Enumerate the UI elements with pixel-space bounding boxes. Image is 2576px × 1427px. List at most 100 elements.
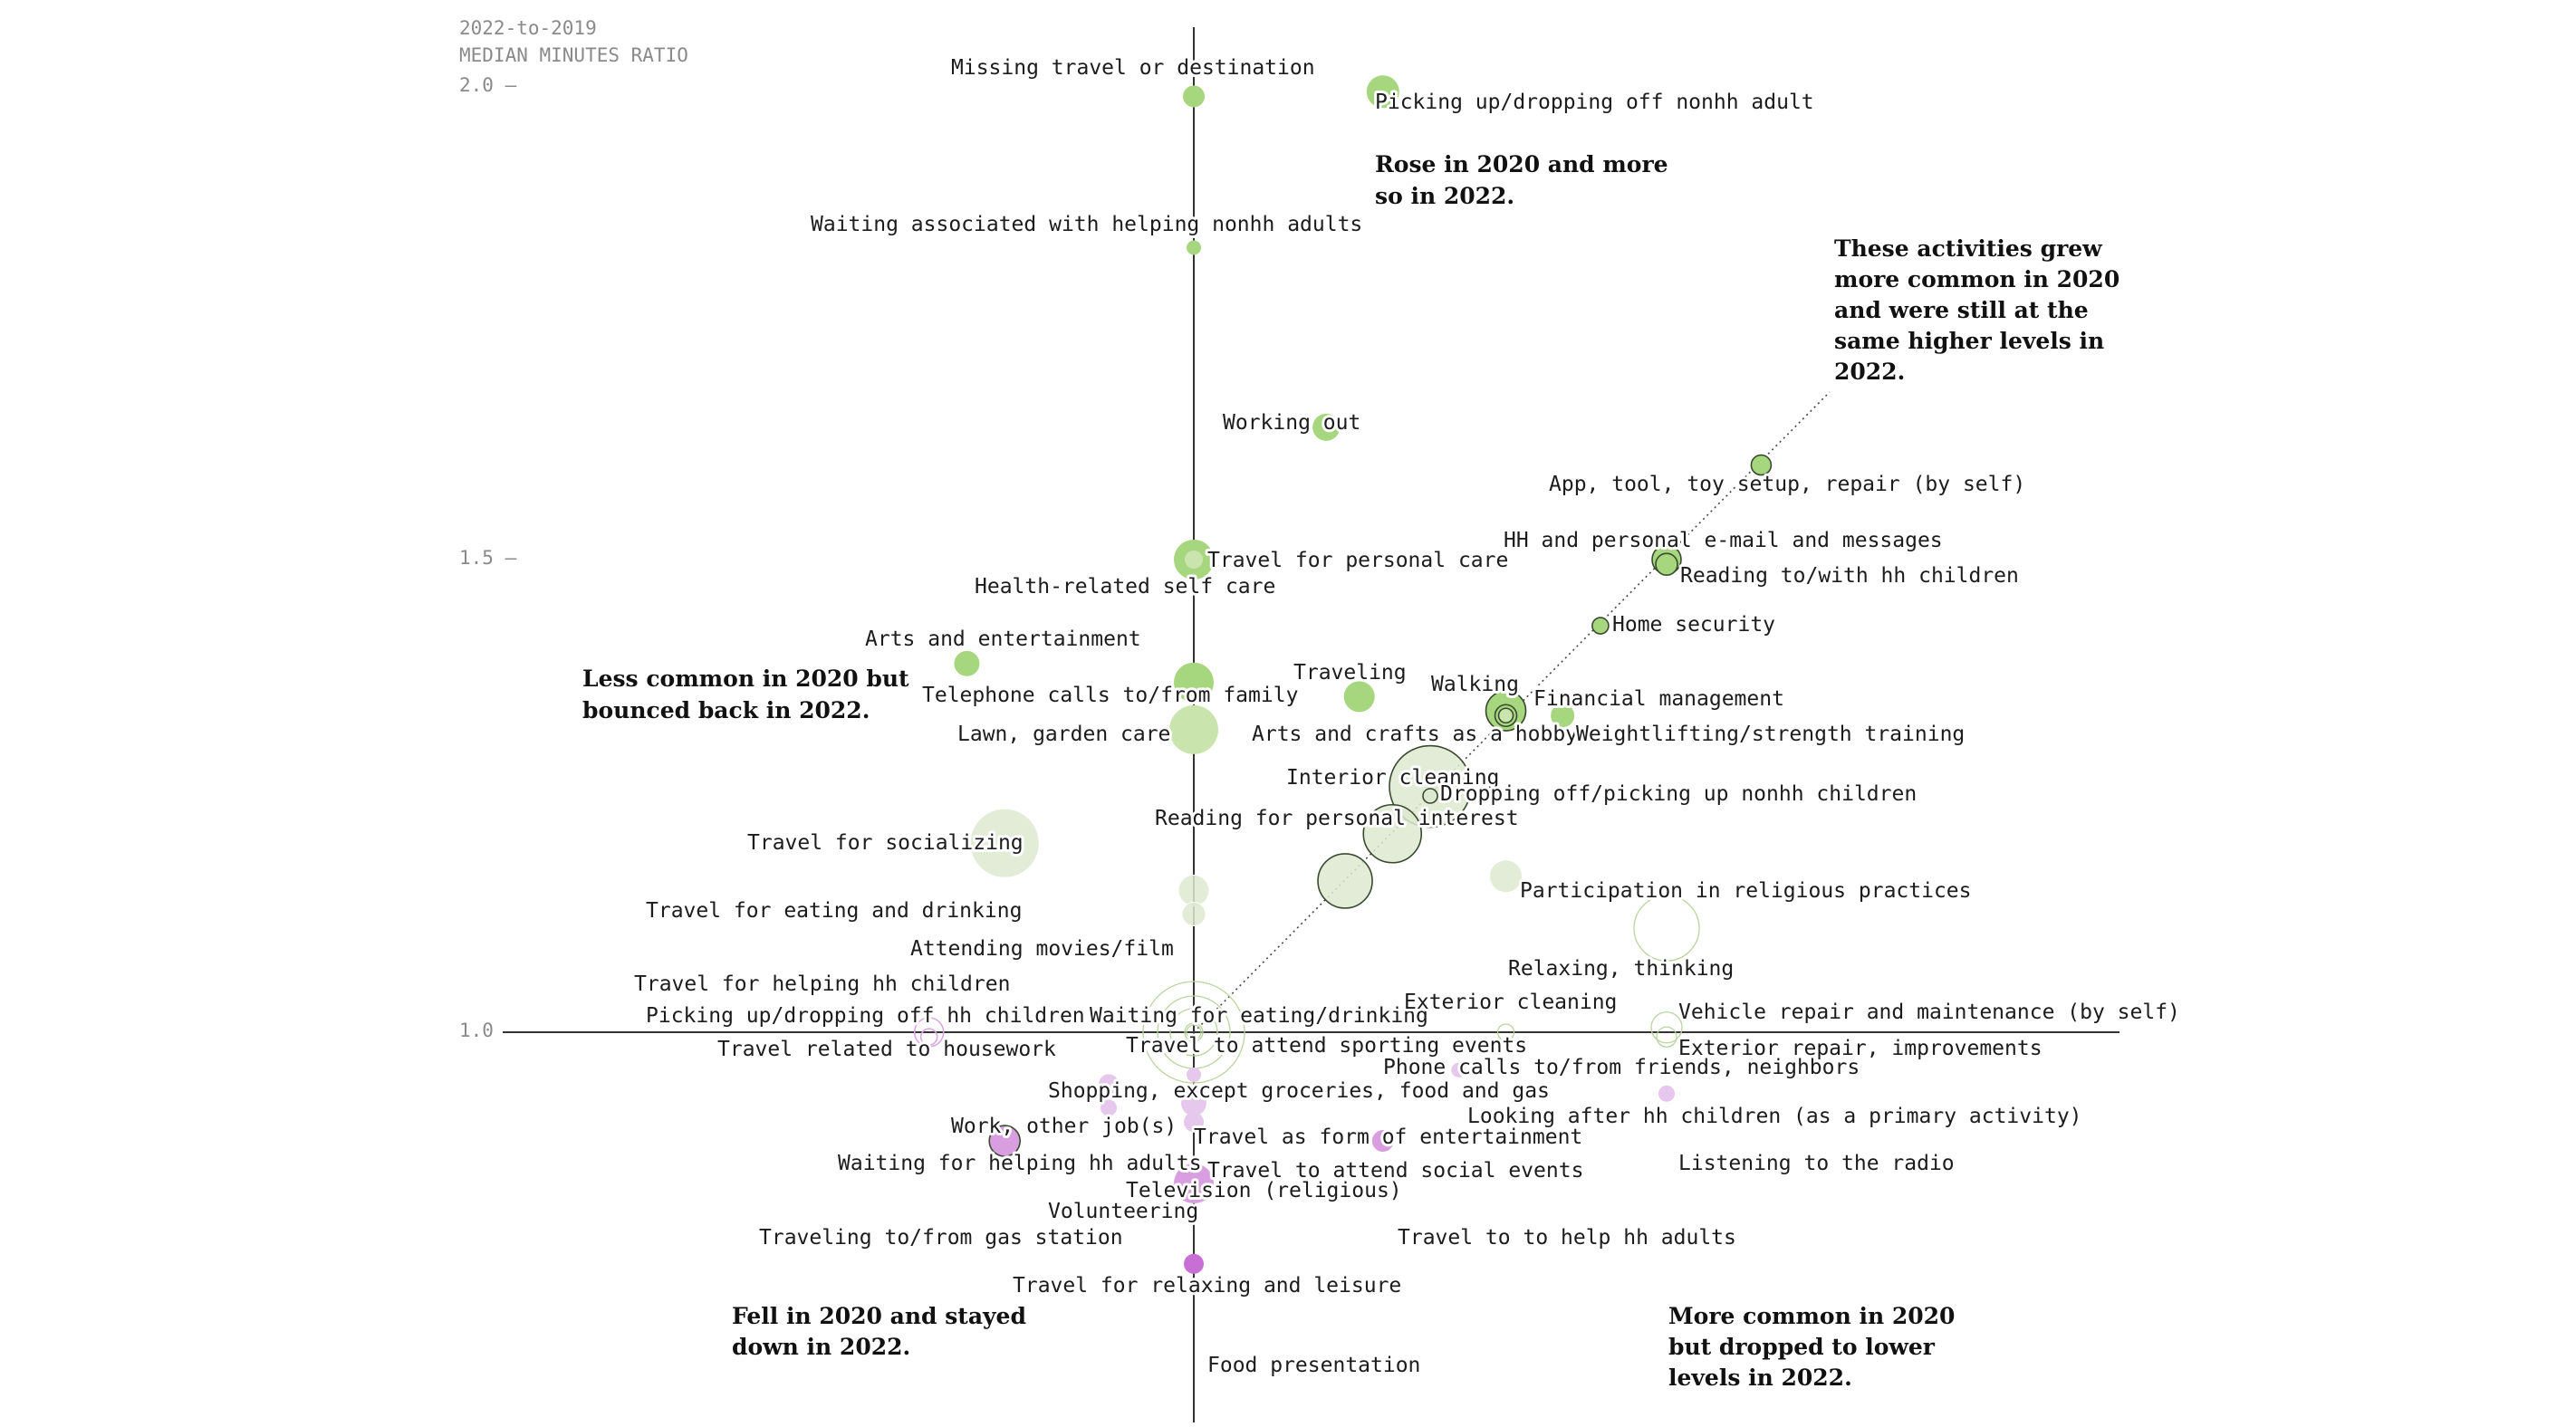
label-hh-email: HH and personal e-mail and messages	[1504, 529, 1943, 552]
y-axis-title-line2: MEDIAN MINUTES RATIO	[459, 44, 688, 66]
label-dropping-off-nonhh-children: Dropping off/picking up nonhh children	[1440, 782, 1917, 806]
label-traveling-gas-station: Traveling to/from gas station	[759, 1226, 1123, 1250]
annotation-rose-line1: Rose in 2020 and more	[1375, 151, 1668, 177]
bubble-44	[988, 1125, 1021, 1157]
label-arts-crafts: Arts and crafts as a hobby	[1252, 723, 1578, 746]
bubble-37	[1099, 1074, 1120, 1095]
annotation-bounced-line1: Less common in 2020 but	[582, 666, 909, 692]
bubble-15	[1551, 704, 1575, 728]
bubble-35	[1169, 1008, 1218, 1057]
y-tick-label-1-0: 1.0	[459, 1020, 494, 1041]
label-weightlifting: Weightlifting/strength training	[1576, 723, 1965, 746]
annotation-dropped-line2: but dropped to lower	[1668, 1334, 1936, 1360]
label-travel-socializing: Travel for socializing	[747, 831, 1024, 855]
label-health-self-care: Health-related self care	[975, 575, 1275, 599]
annotation-dropped-line3: levels in 2022.	[1668, 1365, 1852, 1391]
label-looking-after-hh-children: Looking after hh children (as a primary …	[1467, 1105, 2082, 1128]
label-travel-helping-hh-children: Travel for helping hh children	[634, 972, 1010, 996]
bubble-4	[1750, 454, 1773, 476]
bubble-41	[1101, 1099, 1118, 1116]
annotation-grew-line1: These activities grew	[1834, 235, 2103, 262]
point-labels-layer: Missing travel or destination Picking up…	[631, 53, 2183, 1380]
label-listening-radio: Listening to the radio	[1678, 1152, 1955, 1175]
annotation-grew-line4: same higher levels in	[1834, 328, 2104, 354]
bubble-6	[1655, 552, 1678, 577]
label-attending-movies: Attending movies/film	[910, 937, 1174, 961]
label-food-presentation: Food presentation	[1207, 1354, 1420, 1377]
bubble-43	[1184, 1112, 1204, 1133]
label-reading-to-hh-children: Reading to/with hh children	[1680, 564, 2019, 588]
bubble-42	[1181, 1090, 1206, 1116]
bubble-40	[1658, 1085, 1675, 1102]
label-telephone-family: Telephone calls to/from family	[922, 684, 1298, 707]
annotation-grew-line3: and were still at the	[1834, 297, 2089, 323]
label-travel-entertainment: Travel as form of entertainment	[1194, 1125, 1582, 1149]
bubble-45	[1371, 1130, 1394, 1153]
bubble-33	[1186, 1024, 1202, 1040]
label-phone-friends: Phone calls to/from friends, neighbors	[1383, 1056, 1860, 1079]
bubble-19	[1422, 788, 1438, 804]
bubble-27	[913, 1017, 945, 1048]
label-app-tool-toy: App, tool, toy setup, repair (by self)	[1549, 473, 2025, 496]
bubble-25	[1317, 853, 1373, 909]
bubble-0	[1183, 85, 1205, 108]
label-financial-management: Financial management	[1533, 687, 1784, 711]
label-waiting-helping-hh-adults: Waiting for helping hh adults	[838, 1152, 1202, 1175]
bubble-18	[1389, 744, 1472, 828]
bubble-30	[1496, 1023, 1515, 1041]
label-arts-entertainment: Arts and entertainment	[865, 627, 1141, 651]
label-travel-social-events: Travel to attend social events	[1207, 1159, 1583, 1183]
annotations-layer: Rose in 2020 and more so in 2022. These …	[582, 151, 2119, 1391]
annotation-fell-line2: down in 2022.	[732, 1334, 910, 1360]
bubble-3	[1312, 413, 1341, 441]
y-axis-title-line1: 2022-to-2019	[459, 17, 597, 39]
bubble-22	[1489, 859, 1523, 894]
bubble-26	[1633, 895, 1700, 962]
label-missing-travel: Missing travel or destination	[951, 56, 1315, 80]
label-waiting-eating-drinking: Waiting for eating/drinking	[1090, 1004, 1428, 1028]
label-traveling: Traveling	[1293, 661, 1407, 685]
bubble-28	[919, 1028, 938, 1047]
annotation-dropped-line1: More common in 2020	[1668, 1303, 1955, 1329]
label-travel-sporting-events: Travel to attend sporting events	[1126, 1034, 1527, 1058]
bubble-1	[1366, 75, 1399, 109]
bubbles-layer	[913, 75, 1773, 1274]
label-work-other-jobs: Work, other job(s)	[951, 1115, 1177, 1138]
label-home-security: Home security	[1612, 613, 1775, 637]
bubble-36	[1142, 981, 1245, 1084]
annotation-bounced-line2: bounced back in 2022.	[582, 697, 870, 723]
bubble-32	[1656, 1026, 1677, 1048]
bubble-29	[1184, 1022, 1204, 1042]
bubble-11	[1174, 662, 1214, 703]
bubble-16	[1497, 707, 1514, 724]
label-travel-personal-care: Travel for personal care	[1207, 549, 1508, 572]
label-travel-help-hh-adults: Travel to to help hh adults	[1398, 1226, 1736, 1250]
bubble-2	[1187, 240, 1201, 255]
label-travel-housework: Travel related to housework	[717, 1038, 1056, 1061]
annotation-grew-line5: 2022.	[1834, 359, 1905, 385]
label-television-religious: Television (religious)	[1126, 1179, 1402, 1202]
bubble-39	[1451, 1062, 1466, 1077]
label-picking-up-hh-children: Picking up/dropping off hh children	[646, 1004, 1085, 1028]
bubble-23	[1177, 874, 1210, 906]
label-exterior-repair: Exterior repair, improvements	[1678, 1037, 2043, 1060]
label-walking: Walking	[1431, 673, 1519, 696]
bubble-47	[1184, 1253, 1204, 1274]
label-exterior-cleaning: Exterior cleaning	[1404, 991, 1617, 1014]
label-travel-relaxing-leisure: Travel for relaxing and leisure	[1013, 1274, 1401, 1298]
label-picking-up-nonhh-adult: Picking up/dropping off nonhh adult	[1375, 91, 1814, 114]
annotation-rose-line2: so in 2022.	[1375, 183, 1514, 209]
bubble-12	[1343, 681, 1375, 713]
bubble-24	[1181, 902, 1206, 926]
bubble-9	[954, 650, 980, 676]
label-religious-practices: Participation in religious practices	[1520, 879, 1972, 903]
bubble-31	[1650, 1011, 1683, 1044]
bubble-17	[1169, 704, 1218, 754]
label-travel-eating-drinking: Travel for eating and drinking	[646, 899, 1022, 923]
annotation-grew-line2: more common in 2020	[1834, 266, 2119, 292]
bubble-20	[1362, 803, 1423, 864]
bubble-21	[969, 808, 1040, 878]
y-tick-label-2-0: 2.0 —	[459, 74, 517, 96]
